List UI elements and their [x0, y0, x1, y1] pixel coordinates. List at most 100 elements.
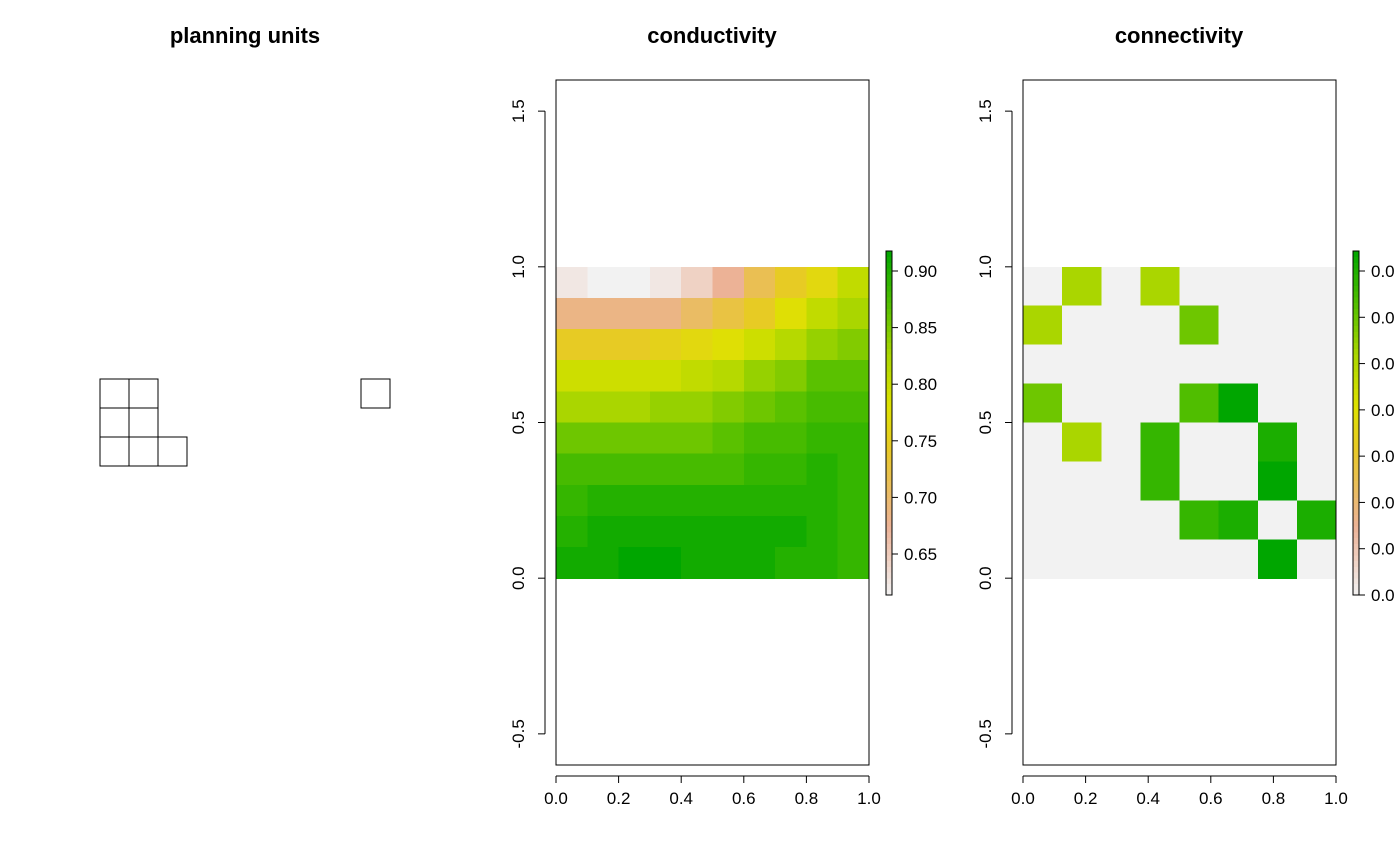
raster-cell: [712, 329, 745, 361]
legend-color-step: [886, 382, 892, 390]
raster-cell: [1257, 266, 1298, 307]
raster-cell: [1023, 344, 1063, 385]
raster-cell: [618, 266, 651, 299]
y-tick-label: 1.5: [509, 99, 528, 123]
raster-cell: [1179, 461, 1220, 501]
legend-color-step: [1353, 428, 1359, 435]
legend-tick-label: 0.0: [1371, 540, 1395, 559]
raster-cell: [712, 422, 745, 455]
y-tick-label: 0.5: [509, 411, 528, 435]
legend-color-step: [886, 348, 892, 355]
raster-cell: [587, 422, 620, 455]
raster-cell: [649, 547, 682, 579]
raster-cell: [1257, 305, 1298, 346]
raster-cell: [743, 391, 776, 424]
legend-tick-label: 0.85: [904, 319, 937, 338]
plot-frame: [1022, 79, 1337, 766]
raster-cell: [681, 360, 714, 392]
raster-cell: [775, 266, 807, 299]
legend-color-step: [1353, 285, 1359, 292]
legend-color-step: [1353, 543, 1359, 550]
conductivity-panel: 0.0 0.2 0.4 0.6 0.8 1.0 -0.5 0.0 0.5 1.0 1.5 0.65 0.…: [509, 79, 937, 808]
legend-color-step: [1353, 451, 1359, 458]
raster-cell: [1218, 461, 1259, 501]
raster-cell: [681, 329, 714, 361]
raster-cell: [1101, 461, 1141, 501]
raster-cell: [681, 422, 714, 455]
legend-color-step: [886, 314, 892, 321]
raster-cell: [556, 453, 588, 486]
legend-color-step: [1353, 325, 1359, 332]
legend-color-step: [1353, 411, 1359, 418]
legend-color-step: [1353, 359, 1359, 367]
raster-cell: [712, 515, 745, 548]
legend-color-step: [1353, 434, 1359, 441]
legend-color-step: [886, 577, 892, 585]
raster-cell: [775, 453, 807, 486]
panel-title-conductivity: conductivity: [647, 23, 777, 48]
legend-color-step: [1353, 491, 1359, 499]
y-tick-label: 1.0: [976, 255, 995, 279]
raster-cell: [1179, 383, 1220, 424]
raster-cell: [1140, 422, 1181, 463]
raster-cell: [556, 422, 588, 455]
legend-color-step: [1353, 400, 1359, 407]
raster-cell: [1296, 383, 1337, 424]
planning-unit-cell: [99, 407, 130, 438]
raster-cell: [1257, 383, 1298, 424]
raster-cell: [587, 453, 620, 486]
planning-unit-cell: [360, 378, 391, 409]
legend-color-step: [886, 354, 892, 361]
raster-cell: [743, 422, 776, 455]
raster-cell: [618, 422, 651, 455]
raster-cell: [649, 422, 682, 455]
legend-color-step: [886, 445, 892, 453]
legend-color-step: [886, 451, 892, 458]
raster-cell: [1140, 344, 1181, 385]
raster-cell: [587, 266, 620, 299]
legend-color-step: [1353, 480, 1359, 487]
legend-tick-label: 0.0: [1371, 401, 1395, 420]
legend-color-step: [886, 486, 892, 493]
raster-cell: [649, 266, 682, 299]
raster-cell: [1062, 461, 1102, 501]
raster-cell: [1296, 500, 1337, 540]
legend-color-step: [1353, 342, 1359, 349]
legend-color-step: [886, 457, 892, 464]
legend-color-step: [886, 268, 892, 275]
raster-cell: [649, 329, 682, 361]
raster-cell: [1023, 539, 1063, 579]
raster-cell: [775, 484, 807, 517]
legend-color-step: [1353, 509, 1359, 516]
raster-cell: [649, 453, 682, 486]
planning-units-panel: [99, 378, 391, 467]
legend-color-step: [1353, 377, 1359, 384]
raster-cell: [712, 484, 745, 517]
raster-cell: [587, 484, 620, 517]
legend-tick-label: 0.0: [1371, 262, 1395, 281]
legend-color-step: [1353, 514, 1359, 521]
legend-color-step: [886, 285, 892, 292]
raster-cell: [618, 391, 651, 424]
y-tick-label: -0.5: [509, 719, 528, 748]
legend-color-step: [886, 423, 892, 430]
legend-color-step: [1353, 566, 1359, 573]
legend-color-step: [1353, 423, 1359, 430]
raster-cell: [775, 329, 807, 361]
x-tick-label: 0.0: [1011, 789, 1035, 808]
raster-cell: [618, 515, 651, 548]
raster-cell: [775, 360, 807, 392]
raster-cell: [1140, 539, 1181, 579]
legend-color-step: [886, 537, 892, 544]
legend-color-step: [886, 434, 892, 441]
legend-color-step: [886, 554, 892, 562]
raster-cell: [587, 515, 620, 548]
raster-cell: [1179, 344, 1220, 385]
x-tick-label: 0.6: [732, 789, 756, 808]
legend-color-step: [886, 302, 892, 309]
planning-unit-cell: [128, 378, 159, 409]
raster-cell: [587, 547, 620, 579]
raster-cell: [1101, 266, 1141, 307]
raster-cell: [1101, 305, 1141, 346]
